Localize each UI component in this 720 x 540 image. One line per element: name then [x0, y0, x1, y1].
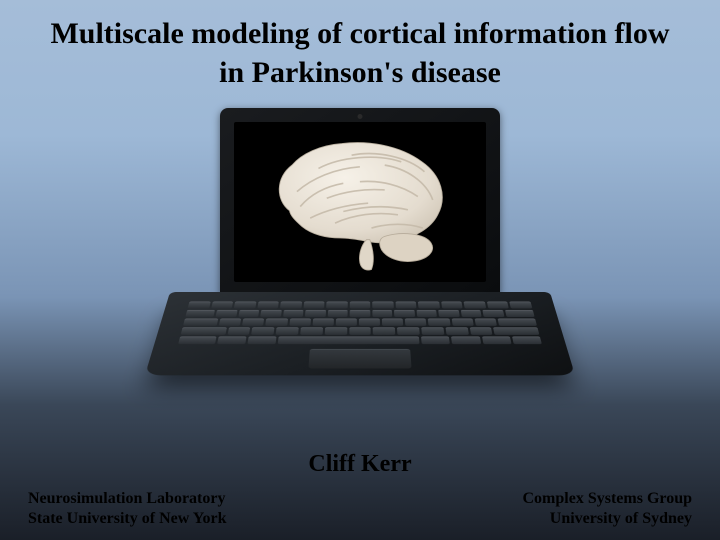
affiliation-left-institution: State University of New York — [28, 510, 226, 528]
presenter-name: Cliff Kerr — [0, 451, 720, 478]
slide-title: Multiscale modeling of cortical informat… — [0, 0, 720, 92]
webcam-icon — [358, 114, 363, 119]
laptop-keyboard — [178, 302, 542, 345]
affiliations: Neurosimulation Laboratory State Univers… — [0, 490, 720, 528]
laptop-screen-bezel — [220, 108, 500, 296]
affiliation-left-lab: Neurosimulation Laboratory — [28, 490, 226, 508]
laptop-touchpad — [308, 349, 411, 369]
affiliation-right-institution: University of Sydney — [523, 510, 693, 528]
affiliation-right-lab: Complex Systems Group — [523, 490, 693, 508]
laptop-image: hp — [170, 108, 550, 408]
laptop-base — [145, 292, 575, 375]
brain-icon — [249, 132, 471, 273]
laptop-screen — [234, 122, 486, 282]
